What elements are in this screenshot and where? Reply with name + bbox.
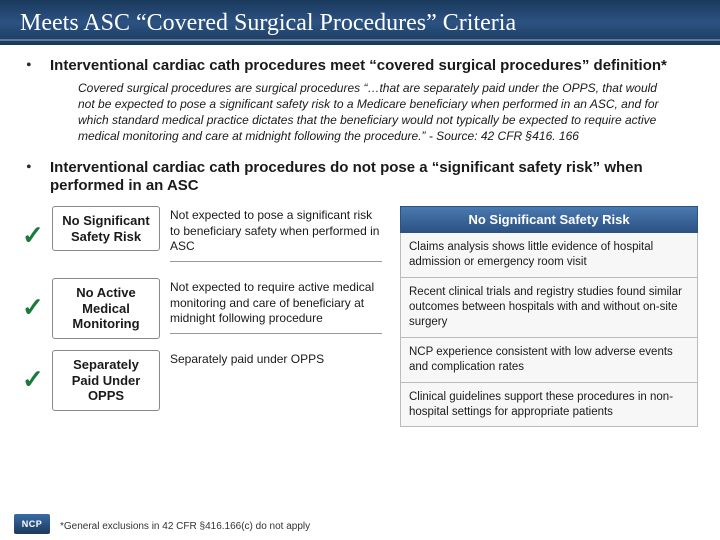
check-row-2: ✓ No Active Medical Monitoring Not expec… [22, 278, 382, 340]
bullet-dot-icon: • [22, 57, 50, 76]
ncp-logo: NCP [14, 514, 50, 534]
box-label-1: No Significant Safety Risk [52, 206, 160, 251]
right-table-header: No Significant Safety Risk [400, 206, 698, 233]
left-column: ✓ No Significant Safety Risk Not expecte… [22, 206, 382, 427]
check-icon: ✓ [22, 206, 52, 251]
right-cell-2: Recent clinical trials and registry stud… [400, 278, 698, 338]
right-column: No Significant Safety Risk Claims analys… [400, 206, 698, 427]
footnote-text: *General exclusions in 42 CFR §416.166(c… [60, 521, 310, 532]
content-area: • Interventional cardiac cath procedures… [0, 45, 720, 427]
box-label-2: No Active Medical Monitoring [52, 278, 160, 339]
bullet-dot-icon: • [22, 159, 50, 197]
check-row-3: ✓ Separately Paid Under OPPS Separately … [22, 350, 382, 412]
check-icon: ✓ [22, 350, 52, 395]
slide-title: Meets ASC “Covered Surgical Procedures” … [20, 10, 700, 37]
slide-header: Meets ASC “Covered Surgical Procedures” … [0, 0, 720, 45]
header-underline [0, 39, 720, 41]
check-icon: ✓ [22, 278, 52, 323]
box-desc-3: Separately paid under OPPS [170, 350, 324, 374]
box-desc-1: Not expected to pose a significant risk … [170, 206, 382, 262]
check-row-1: ✓ No Significant Safety Risk Not expecte… [22, 206, 382, 268]
bullet-1-text: Interventional cardiac cath procedures m… [50, 57, 667, 76]
right-cell-4: Clinical guidelines support these proced… [400, 383, 698, 428]
lower-columns: ✓ No Significant Safety Risk Not expecte… [22, 206, 698, 427]
box-label-3: Separately Paid Under OPPS [52, 350, 160, 411]
box-desc-2: Not expected to require active medical m… [170, 278, 382, 334]
right-cell-3: NCP experience consistent with low adver… [400, 338, 698, 383]
right-cell-1: Claims analysis shows little evidence of… [400, 233, 698, 278]
quote-block: Covered surgical procedures are surgical… [78, 80, 664, 145]
bullet-2: • Interventional cardiac cath procedures… [22, 159, 698, 197]
bullet-1: • Interventional cardiac cath procedures… [22, 57, 698, 76]
bullet-2-text: Interventional cardiac cath procedures d… [50, 159, 698, 197]
